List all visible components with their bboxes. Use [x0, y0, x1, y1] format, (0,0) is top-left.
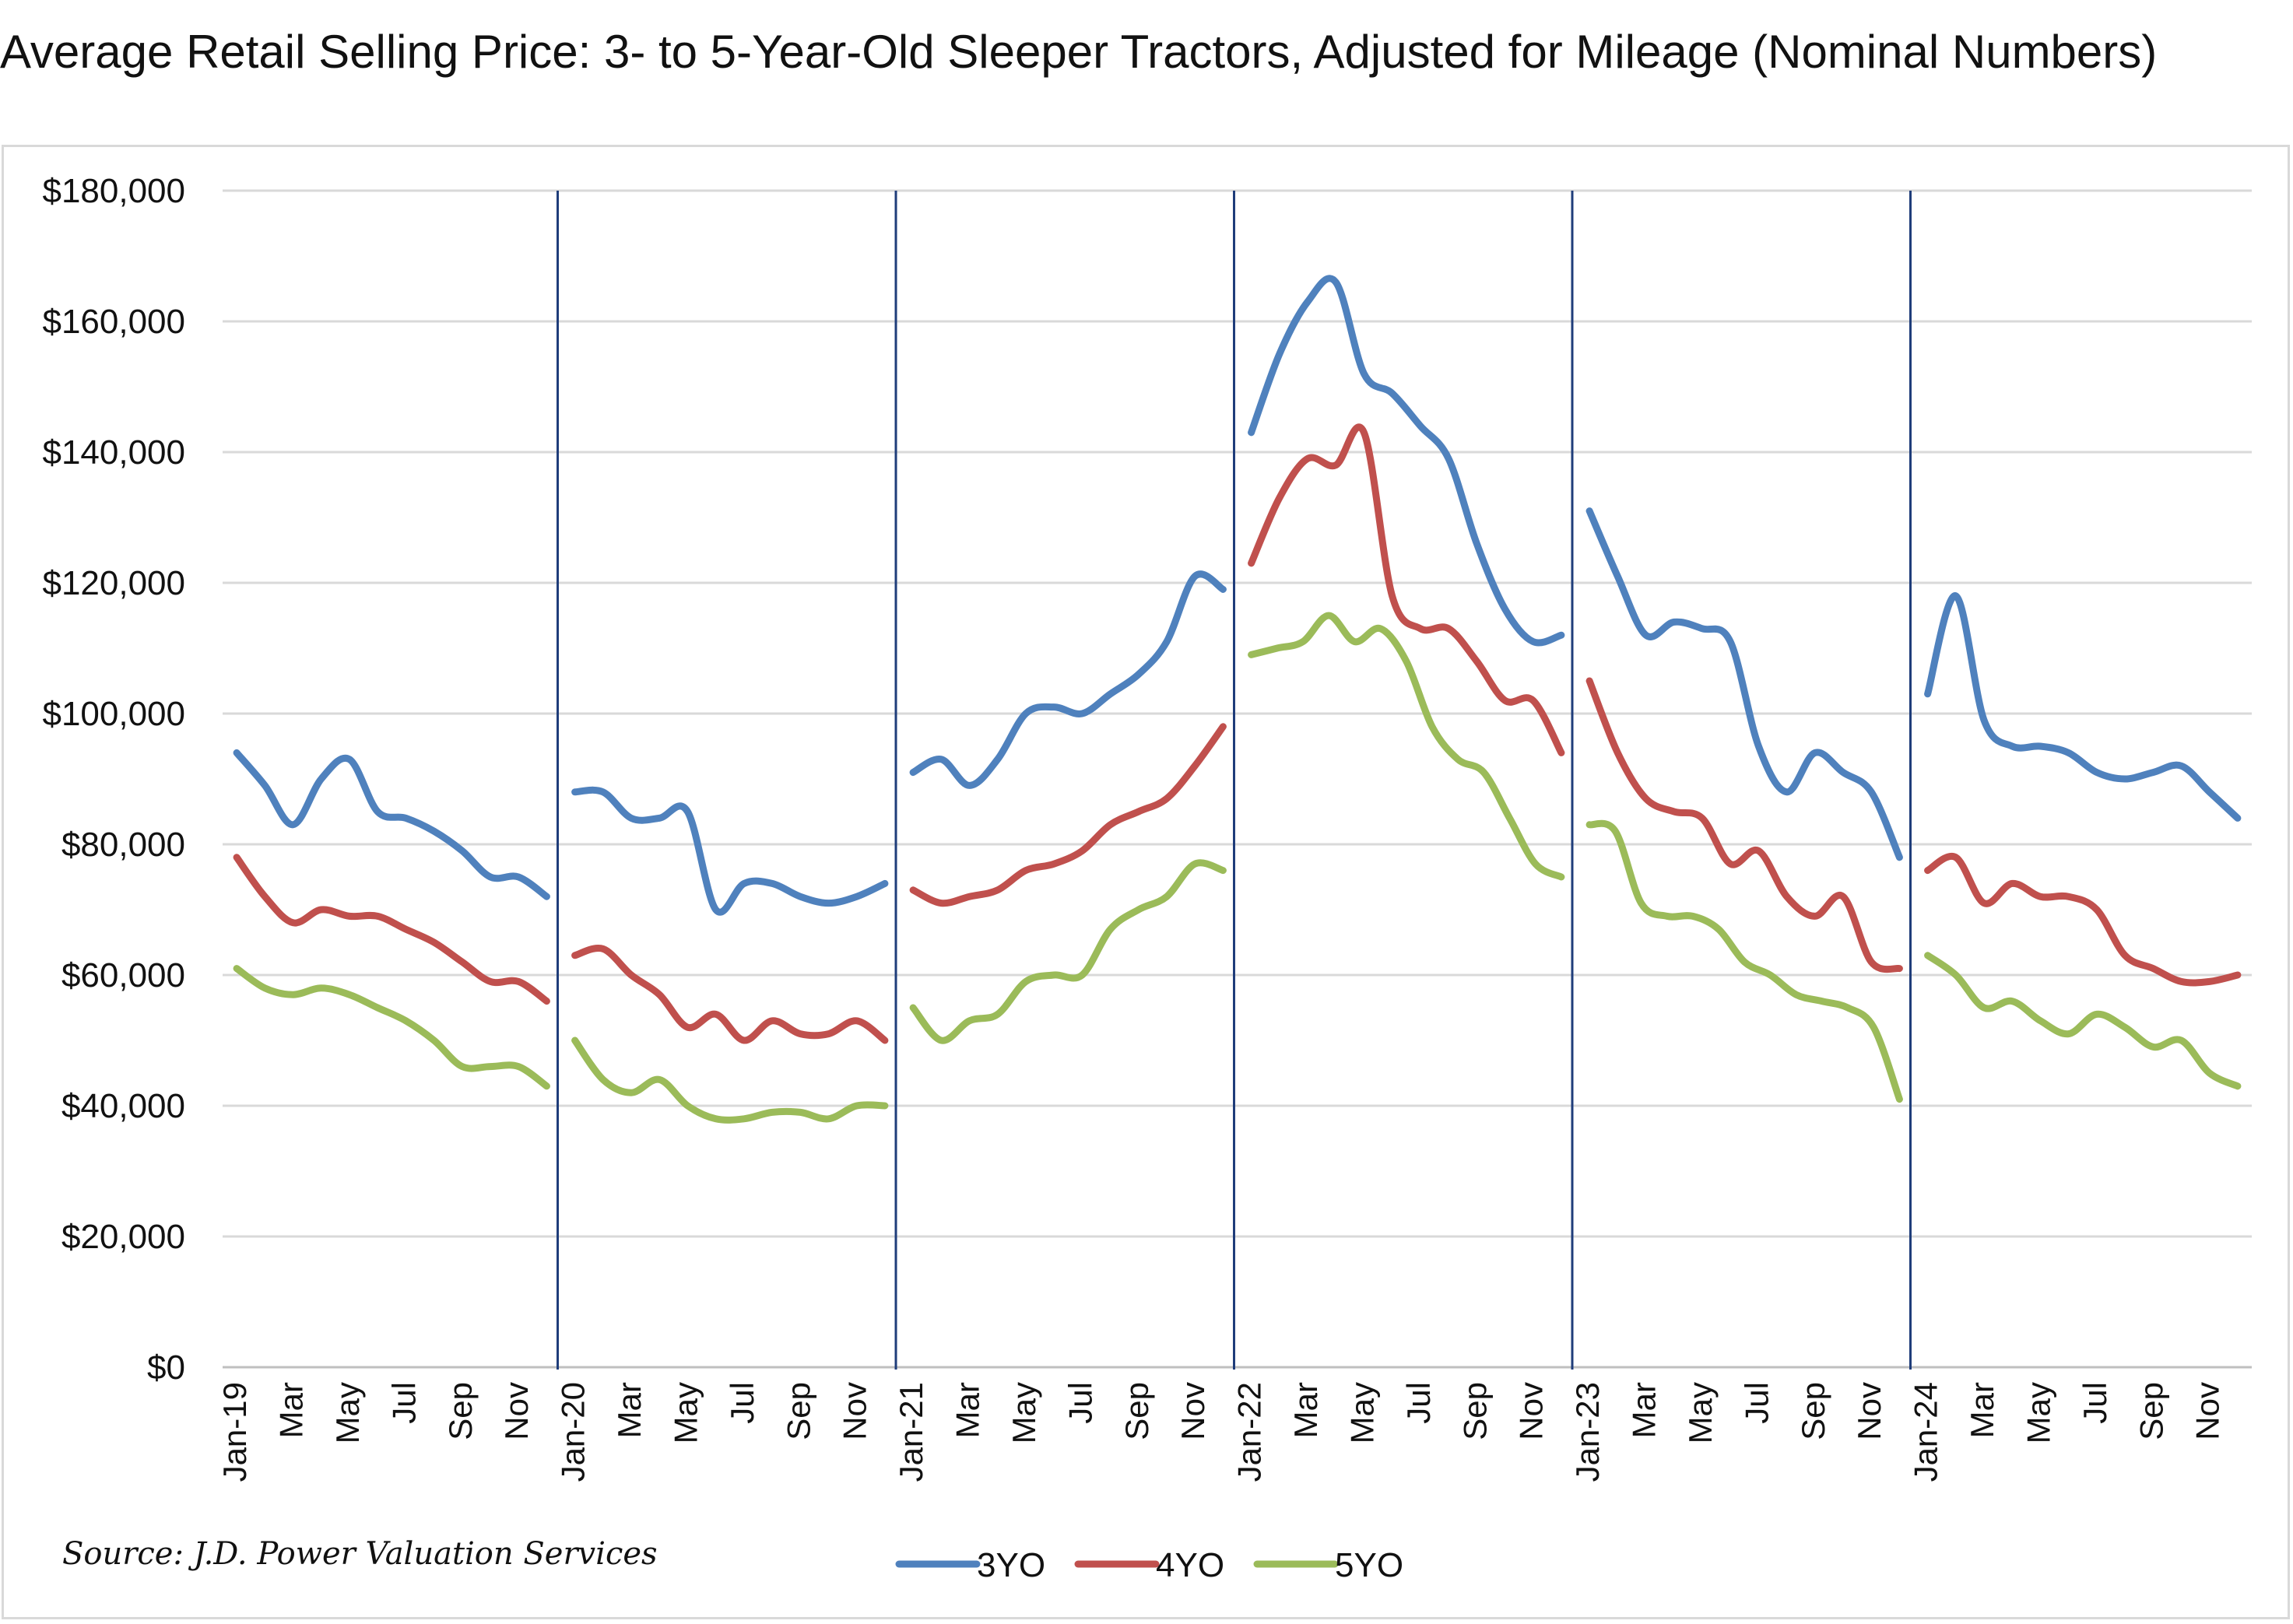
series-4yo: [233, 423, 2242, 1044]
x-tick-label: May: [1682, 1382, 1719, 1443]
series-line-3yo-2022: [1248, 275, 1565, 647]
legend: 3YO 4YO 5YO: [895, 1546, 1403, 1584]
source-note: Source: J.D. Power Valuation Services: [62, 1536, 658, 1572]
legend-item-3yo: 3YO: [895, 1546, 1045, 1584]
x-tick-label: Jul: [385, 1382, 422, 1424]
y-tick-label: $60,000: [61, 956, 185, 994]
x-tick-label: Sep: [780, 1382, 816, 1440]
y-tick-label: $80,000: [61, 826, 185, 864]
x-tick-label: Jul: [1400, 1382, 1437, 1424]
x-tick-label: Sep: [1118, 1382, 1155, 1440]
y-tick-label: $160,000: [42, 303, 185, 341]
series-line-5yo-2023: [1585, 819, 1903, 1103]
x-tick-label: Jan-20: [555, 1382, 592, 1482]
x-tick-label: Nov: [498, 1382, 535, 1440]
y-tick-label: $180,000: [42, 172, 185, 210]
x-tick-label: Nov: [1175, 1382, 1211, 1440]
y-tick-label: $40,000: [61, 1087, 185, 1125]
series-3yo: [233, 275, 2242, 916]
series-lines: [233, 275, 2242, 1124]
series-line-3yo-2019: [233, 749, 550, 900]
series-line-4yo-2020: [571, 945, 889, 1044]
series-line-3yo-2020: [571, 786, 889, 916]
y-tick-label: $20,000: [61, 1218, 185, 1256]
x-tick-label: Jul: [724, 1382, 760, 1424]
legend-item-5yo: 5YO: [1253, 1546, 1403, 1584]
x-tick-label: May: [667, 1382, 704, 1443]
y-tick-label: $0: [147, 1349, 185, 1387]
series-line-3yo-2023: [1585, 507, 1903, 861]
series-line-4yo-2019: [233, 854, 550, 1005]
x-tick-label: Mar: [1964, 1382, 2000, 1438]
x-tick-label: May: [329, 1382, 366, 1443]
y-tick-label: $100,000: [42, 695, 185, 733]
series-line-5yo-2021: [909, 859, 1227, 1044]
x-tick-label: Mar: [1626, 1382, 1663, 1438]
gridlines: [223, 189, 2252, 1369]
x-tick-label: May: [1343, 1382, 1380, 1443]
y-axis-tick-labels: $0 $20,000 $40,000 $60,000 $80,000 $100,000 $1…: [42, 172, 185, 1387]
x-tick-label: Jan-22: [1231, 1382, 1268, 1482]
x-tick-label: May: [1006, 1382, 1042, 1443]
x-tick-label: Sep: [442, 1382, 479, 1440]
x-tick-label: May: [2020, 1382, 2056, 1443]
legend-label: 3YO: [977, 1546, 1045, 1584]
series-line-4yo-2024: [1924, 852, 2242, 987]
x-tick-label: Jul: [1738, 1382, 1775, 1424]
x-tick-label: Mar: [950, 1382, 986, 1438]
series-5yo: [233, 612, 2242, 1124]
x-tick-label: Nov: [1513, 1382, 1550, 1440]
x-tick-label: Mar: [273, 1382, 310, 1438]
x-tick-label: Mar: [611, 1382, 648, 1438]
x-tick-label: Sep: [1456, 1382, 1493, 1440]
series-line-3yo-2021: [909, 570, 1227, 789]
x-tick-label: Jul: [2077, 1382, 2113, 1424]
plot-frame: [2, 145, 2290, 1619]
x-tick-label: Jan-21: [893, 1382, 929, 1482]
series-line-3yo-2024: [1924, 592, 2242, 822]
series-line-5yo-2019: [233, 965, 550, 1090]
x-tick-label: Nov: [837, 1382, 873, 1440]
legend-label: 5YO: [1335, 1546, 1403, 1584]
series-line-4yo-2022: [1248, 423, 1565, 756]
series-line-5yo-2024: [1924, 952, 2242, 1090]
year-separators: [557, 191, 1912, 1370]
x-tick-label: Nov: [1851, 1382, 1887, 1440]
x-tick-label: Sep: [1795, 1382, 1831, 1440]
series-line-5yo-2020: [571, 1036, 889, 1124]
y-tick-label: $120,000: [42, 564, 185, 602]
x-tick-label: Jul: [1062, 1382, 1098, 1424]
y-tick-label: $140,000: [42, 433, 185, 472]
x-tick-label: Mar: [1287, 1382, 1324, 1438]
chart-title: Average Retail Selling Price: 3- to 5-Ye…: [0, 26, 2158, 78]
legend-item-4yo: 4YO: [1074, 1546, 1224, 1584]
x-tick-label: Sep: [2133, 1382, 2169, 1440]
legend-label: 4YO: [1156, 1546, 1224, 1584]
x-tick-label: Nov: [2189, 1382, 2226, 1440]
series-line-4yo-2021: [909, 723, 1227, 907]
x-tick-label: Jan-19: [216, 1382, 253, 1482]
series-line-4yo-2023: [1585, 677, 1903, 973]
x-axis-tick-labels: Jan-19 Mar May Jul Sep Nov Jan-20 Mar May Jul Sep N…: [216, 1382, 2226, 1482]
x-tick-label: Jan-23: [1569, 1382, 1606, 1482]
series-line-5yo-2022: [1248, 612, 1565, 881]
x-tick-label: Jan-24: [1908, 1382, 1944, 1482]
